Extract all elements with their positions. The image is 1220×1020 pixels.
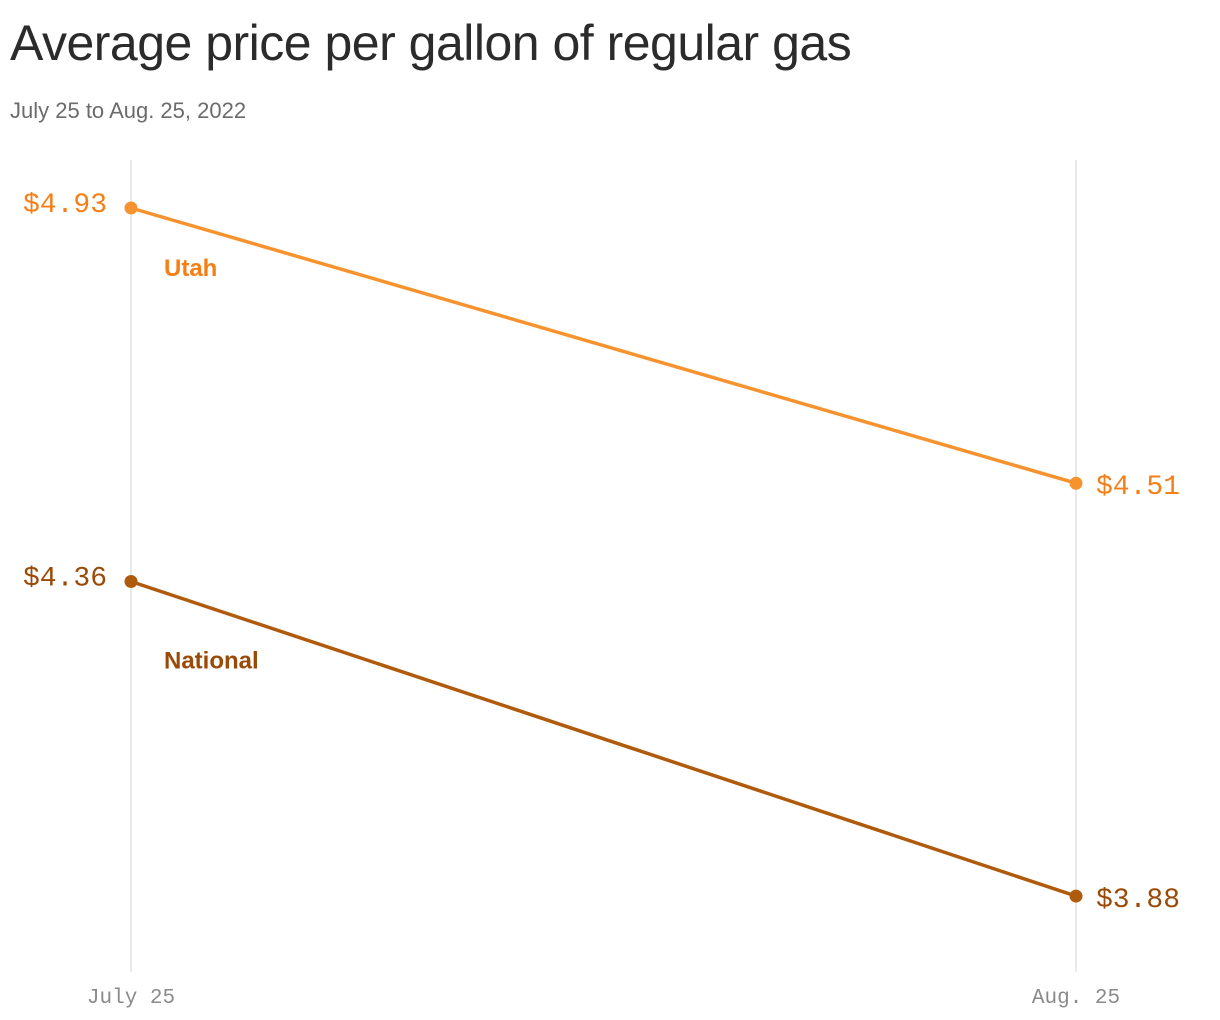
data-point-utah-0 [124,201,138,215]
data-point-national-0 [124,575,138,589]
data-label-utah-end: $4.51 [1096,472,1180,503]
series-line-national [129,579,1078,898]
x-tick-label: Aug. 25 [1032,987,1120,1010]
data-point-utah-1 [1069,476,1083,490]
data-label-national-start: $4.36 [23,564,107,595]
chart-title: Average price per gallon of regular gas [10,15,852,71]
data-label-utah-start: $4.93 [23,190,107,221]
series-label-national: National [164,648,259,675]
series-line-utah [129,206,1078,485]
x-tick-label: July 25 [87,987,175,1010]
series-label-utah: Utah [164,255,217,282]
data-point-national-1 [1069,889,1083,903]
chart-subtitle: July 25 to Aug. 25, 2022 [10,98,247,123]
data-label-national-end: $3.88 [1096,885,1180,916]
